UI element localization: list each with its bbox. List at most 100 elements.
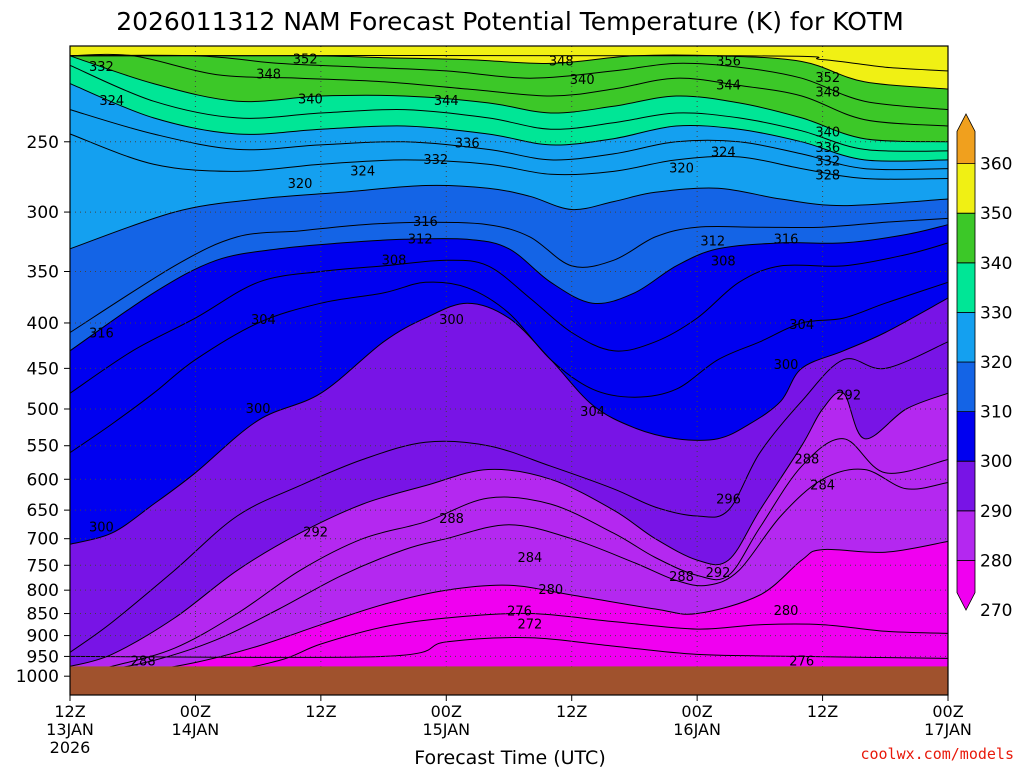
x-tick-label: 12Z <box>305 702 336 721</box>
isentrope-label: 348 <box>549 55 574 70</box>
isentrope-label: 356 <box>716 55 741 70</box>
colorbar-label: 280 <box>980 551 1012 571</box>
y-tick-label: 800 <box>27 581 59 601</box>
isentrope-label: 272 <box>517 618 542 633</box>
x-tick-label: 16JAN <box>673 720 721 739</box>
pressure-axis: 2503003504004505005506006507007508008509… <box>16 133 70 687</box>
isentrope-label: 352 <box>815 71 840 86</box>
x-tick-label: 12Z <box>556 702 587 721</box>
y-tick-label: 550 <box>27 437 59 457</box>
isentrope-label: 340 <box>570 73 595 88</box>
colorbar-segment <box>956 163 976 214</box>
y-tick-label: 1000 <box>16 667 59 687</box>
isentrope-label: 276 <box>507 604 532 619</box>
isentrope-label: 336 <box>455 136 480 151</box>
isentrope-344 <box>69 53 949 127</box>
ground-surface <box>70 666 948 695</box>
y-tick-label: 950 <box>27 647 59 667</box>
isentrope-label: 312 <box>408 232 433 247</box>
isentrope-288 <box>69 438 949 677</box>
colorbar-label: 300 <box>980 452 1012 472</box>
isentrope-label: 316 <box>413 215 438 230</box>
isentrope-label: 280 <box>774 604 799 619</box>
colorbar-segment <box>956 560 976 611</box>
colorbar-segment <box>956 262 976 313</box>
colorbar-segment <box>956 460 976 512</box>
isentrope-label: 344 <box>716 78 741 93</box>
isentrope-label: 308 <box>711 254 736 269</box>
colorbar-label: 270 <box>980 601 1012 621</box>
band-356 <box>70 46 948 71</box>
colorbar-segment <box>956 113 976 164</box>
isentrope-label: 324 <box>350 164 375 179</box>
isentrope-lines <box>69 53 949 677</box>
isentrope-label: 340 <box>815 125 840 140</box>
y-tick-label: 900 <box>27 627 59 647</box>
isentrope-label: 284 <box>517 551 542 566</box>
y-tick-label: 350 <box>27 263 59 283</box>
isentrope-label: 292 <box>303 526 328 541</box>
isentrope-320 <box>69 184 949 250</box>
x-tick-label: 15JAN <box>422 720 470 739</box>
colorbar-label: 290 <box>980 502 1012 522</box>
isentrope-label: 284 <box>810 479 835 494</box>
isentrope-324 <box>69 133 949 180</box>
isentrope-label: 280 <box>538 583 563 598</box>
isentrope-284 <box>69 468 949 672</box>
x-tick-label: 00Z <box>681 702 712 721</box>
isentrope-label: 292 <box>706 566 731 581</box>
isentrope-label: 340 <box>298 92 323 107</box>
isentrope-label: 324 <box>711 145 736 160</box>
chart-title: 2026011312 NAM Forecast Potential Temper… <box>116 7 904 36</box>
colorbar-label: 330 <box>980 303 1012 323</box>
isentrope-label: 292 <box>836 389 861 404</box>
y-tick-label: 450 <box>27 359 59 379</box>
x-tick-label: 00Z <box>431 702 462 721</box>
isentrope-356 <box>69 54 949 72</box>
isentrope-label: 312 <box>700 235 725 250</box>
isentrope-label: 304 <box>789 318 814 333</box>
isentrope-label: 300 <box>439 313 464 328</box>
colorbar-segment <box>956 411 976 462</box>
x-tick-label: 14JAN <box>172 720 220 739</box>
isentrope-label: 344 <box>434 94 459 109</box>
x-tick-label: 12Z <box>807 702 838 721</box>
colorbar-segment <box>956 212 976 264</box>
x-axis-label: Forecast Time (UTC) <box>414 747 605 768</box>
y-tick-label: 300 <box>27 203 59 223</box>
isentrope-340 <box>69 55 949 143</box>
y-tick-label: 500 <box>27 400 59 420</box>
isentrope-label: 300 <box>89 521 114 536</box>
colorbar-label: 340 <box>980 254 1012 274</box>
isentrope-label: 300 <box>774 358 799 373</box>
isentrope-label: 320 <box>669 162 694 177</box>
colorbar-segment <box>956 510 976 561</box>
y-tick-label: 250 <box>27 133 59 153</box>
isentrope-label: 348 <box>256 68 281 83</box>
y-tick-label: 600 <box>27 470 59 490</box>
y-tick-label: 750 <box>27 556 59 576</box>
isentrope-label: 288 <box>669 570 694 585</box>
colorbar-segment <box>956 312 976 363</box>
isentrope-label: 352 <box>293 53 318 68</box>
isentrope-312 <box>69 224 949 352</box>
plot-frame <box>69 45 949 696</box>
isentrope-label: 324 <box>99 94 124 109</box>
isentrope-label: 332 <box>423 153 448 168</box>
isentrope-label: 296 <box>716 492 741 507</box>
band-348 <box>70 46 948 110</box>
isentrope-label: 316 <box>774 232 799 247</box>
isentrope-label: 308 <box>382 253 407 268</box>
isentrope-328 <box>69 109 949 171</box>
x-tick-label: 13JAN <box>46 720 94 739</box>
colorbar-label: 350 <box>980 204 1012 224</box>
isentrope-272 <box>69 637 949 659</box>
isentrope-332 <box>69 83 949 162</box>
isentrope-292 <box>69 391 949 667</box>
isentrope-label: 316 <box>89 326 114 341</box>
y-tick-label: 400 <box>27 314 59 334</box>
isentrope-label: 276 <box>789 654 814 669</box>
